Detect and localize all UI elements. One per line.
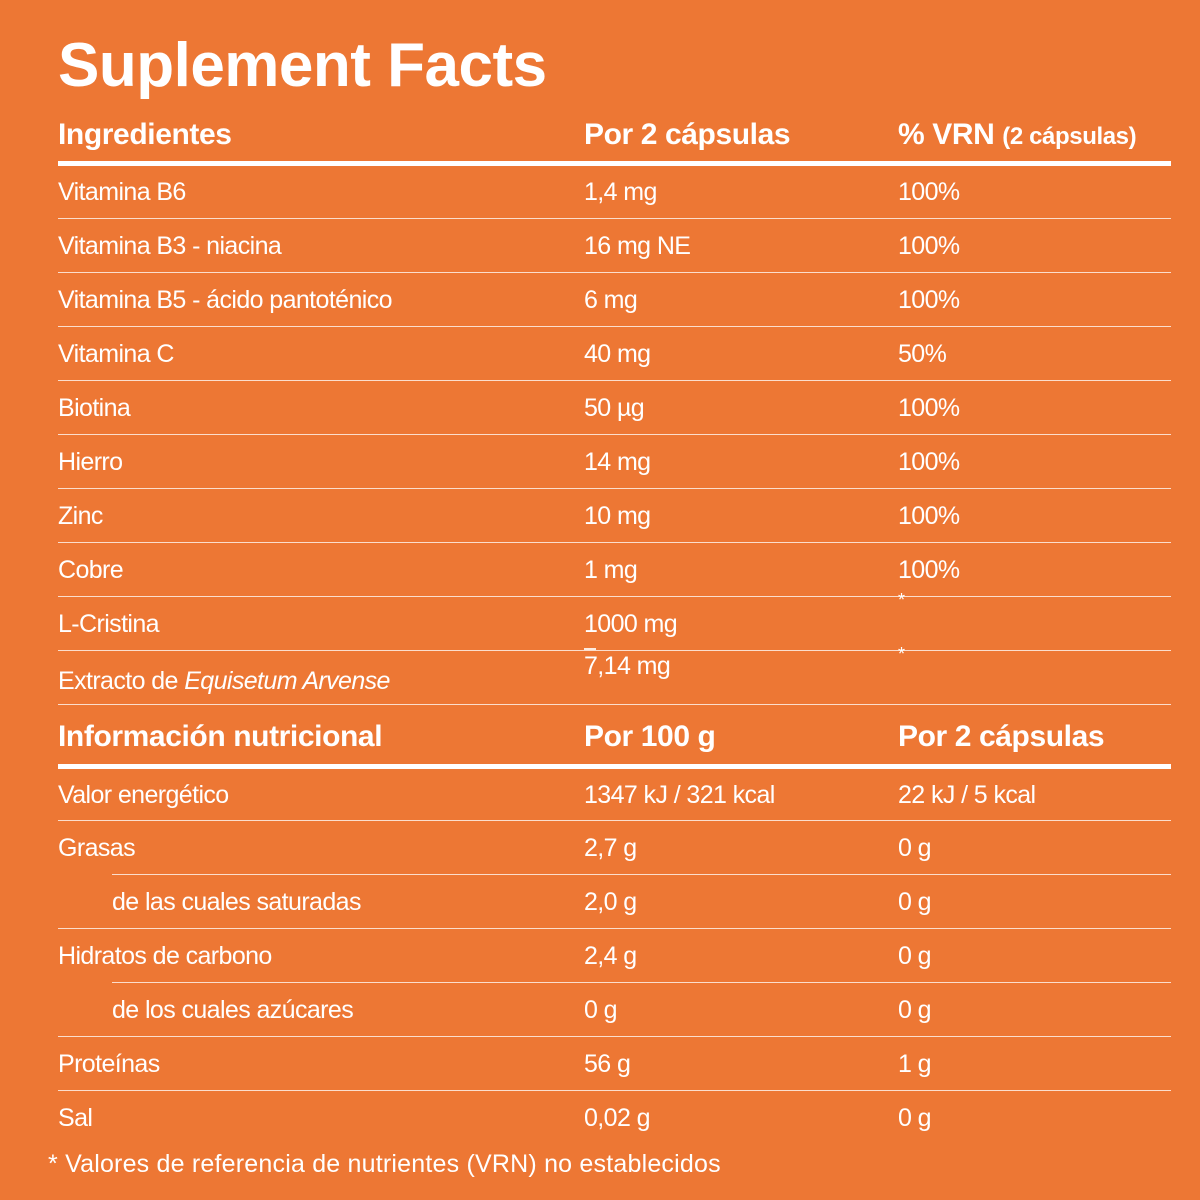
ingredient-name: Cobre — [58, 555, 124, 584]
ingredient-vrn: 100% — [898, 555, 960, 584]
ingredient-vrn-asterisk: * — [898, 590, 905, 610]
ingredient-amount: 1,4 mg — [584, 177, 657, 206]
ingredient-name: Vitamina C — [58, 339, 174, 368]
nutrient-per100: 1347 kJ / 321 kcal — [584, 780, 775, 809]
table-row: Valor energético 1347 kJ / 321 kcal 22 k… — [58, 769, 1171, 821]
nutrient-name: de los cuales azúcares — [112, 995, 354, 1024]
ingredient-vrn: 100% — [898, 285, 960, 314]
ingredient-name: Vitamina B6 — [58, 177, 186, 206]
per100-column-header: Por 100 g — [584, 720, 716, 753]
ingredient-vrn: 100% — [898, 393, 960, 422]
underline-mark — [584, 648, 596, 650]
ingredient-name: L-Cristina — [58, 609, 160, 638]
nutrient-name: de las cuales saturadas — [112, 887, 361, 916]
nutrient-name: Sal — [58, 1103, 93, 1132]
nutrient-per100: 2,4 g — [584, 941, 637, 970]
table-row: Biotina 50 µg 100% — [58, 382, 1171, 434]
ingredient-vrn: 100% — [898, 501, 960, 530]
table-row: de los cuales azúcares 0 g 0 g — [58, 984, 1171, 1036]
page-title: Suplement Facts — [58, 31, 547, 100]
nutrient-per100: 56 g — [584, 1049, 631, 1078]
ingredient-amount: 40 mg — [584, 339, 651, 368]
ingredient-vrn: 100% — [898, 231, 960, 260]
table-row: Proteínas 56 g 1 g — [58, 1038, 1171, 1090]
nutrient-per2: 0 g — [898, 833, 932, 862]
table-row: L-Cristina 1000 mg * — [58, 590, 1171, 650]
vrn-column-note: (2 cápsulas) — [1002, 123, 1137, 150]
row-divider — [58, 326, 1171, 327]
table-row: Sal 0,02 g 0 g — [58, 1092, 1171, 1144]
per2-column-header: Por 2 cápsulas — [898, 720, 1105, 753]
table-row: Extracto de Equisetum Arvense 7,14 mg * — [58, 644, 1171, 708]
row-divider — [58, 1036, 1171, 1037]
nutrient-per100: 2,0 g — [584, 887, 637, 916]
nutrient-per2: 0 g — [898, 941, 932, 970]
ingredient-vrn: 100% — [898, 177, 960, 206]
nutrient-per2: 0 g — [898, 887, 932, 916]
row-divider — [58, 596, 1171, 597]
row-divider — [112, 874, 1171, 875]
supplement-header-divider — [58, 161, 1171, 166]
ingredient-name: Hierro — [58, 447, 123, 476]
row-divider — [58, 272, 1171, 273]
nutrient-name: Hidratos de carbono — [58, 941, 272, 970]
ingredient-name: Vitamina B3 - niacina — [58, 231, 282, 260]
vrn-column-header: % VRN (2 cápsulas) — [898, 118, 1137, 151]
ingredient-amount: 6 mg — [584, 285, 638, 314]
nutrient-per2: 0 g — [898, 1103, 932, 1132]
table-row: Vitamina B6 1,4 mg 100% — [58, 166, 1171, 218]
nutrition-column-header: Información nutricional — [58, 720, 383, 753]
table-row: Vitamina B5 - ácido pantoténico 6 mg 100… — [58, 274, 1171, 326]
ingredient-amount: 10 mg — [584, 501, 651, 530]
supplement-header-row: Ingredientes Por 2 cápsulas % VRN (2 cáp… — [58, 112, 1171, 158]
table-row: Vitamina B3 - niacina 16 mg NE 100% — [58, 220, 1171, 272]
nutrient-per2: 0 g — [898, 995, 932, 1024]
table-row: Cobre 1 mg 100% — [58, 544, 1171, 596]
table-row: Hidratos de carbono 2,4 g 0 g — [58, 930, 1171, 982]
nutrient-name: Grasas — [58, 833, 136, 862]
row-divider — [58, 542, 1171, 543]
nutrient-per2: 22 kJ / 5 kcal — [898, 780, 1036, 809]
ingredient-name: Extracto de Equisetum Arvense — [58, 666, 390, 695]
row-divider — [112, 982, 1171, 983]
ingredient-amount: 1 mg — [584, 555, 638, 584]
table-row: Zinc 10 mg 100% — [58, 490, 1171, 542]
row-divider — [58, 820, 1171, 821]
ingredient-vrn: 100% — [898, 447, 960, 476]
nutrition-header-divider — [58, 764, 1171, 769]
amount-column-header: Por 2 cápsulas — [584, 118, 791, 151]
nutrient-per100: 2,7 g — [584, 833, 637, 862]
nutrition-header-row: Información nutricional Por 100 g Por 2 … — [58, 714, 1171, 760]
nutrient-name: Proteínas — [58, 1049, 160, 1078]
ingredient-amount: 7,14 mg — [584, 652, 671, 680]
ingredient-latin-name: Equisetum Arvense — [184, 666, 390, 695]
row-divider — [58, 928, 1171, 929]
nutrient-per100: 0 g — [584, 995, 618, 1024]
ingredient-amount: 14 mg — [584, 447, 651, 476]
ingredient-amount: 16 mg NE — [584, 231, 691, 260]
table-row: Grasas 2,7 g 0 g — [58, 822, 1171, 874]
ingredient-amount: 1000 mg — [584, 609, 678, 638]
row-divider — [58, 488, 1171, 489]
row-divider — [58, 218, 1171, 219]
nutrient-per2: 1 g — [898, 1049, 932, 1078]
ingredient-amount: 50 µg — [584, 393, 645, 422]
table-row: Vitamina C 40 mg 50% — [58, 328, 1171, 380]
row-divider — [58, 434, 1171, 435]
row-divider — [58, 380, 1171, 381]
ingredient-vrn-asterisk: * — [898, 644, 905, 664]
ingredient-name: Zinc — [58, 501, 103, 530]
row-divider — [58, 704, 1171, 705]
ingredient-name: Vitamina B5 - ácido pantoténico — [58, 285, 393, 314]
ingredient-column-header: Ingredientes — [58, 118, 232, 151]
table-row: de las cuales saturadas 2,0 g 0 g — [58, 876, 1171, 928]
nutrient-name: Valor energético — [58, 780, 229, 809]
nutrient-per100: 0,02 g — [584, 1103, 651, 1132]
ingredient-vrn: 50% — [898, 339, 947, 368]
table-row: Hierro 14 mg 100% — [58, 436, 1171, 488]
row-divider — [58, 650, 1171, 651]
footnote: * Valores de referencia de nutrientes (V… — [48, 1150, 721, 1178]
ingredient-name: Biotina — [58, 393, 131, 422]
row-divider — [58, 1090, 1171, 1091]
